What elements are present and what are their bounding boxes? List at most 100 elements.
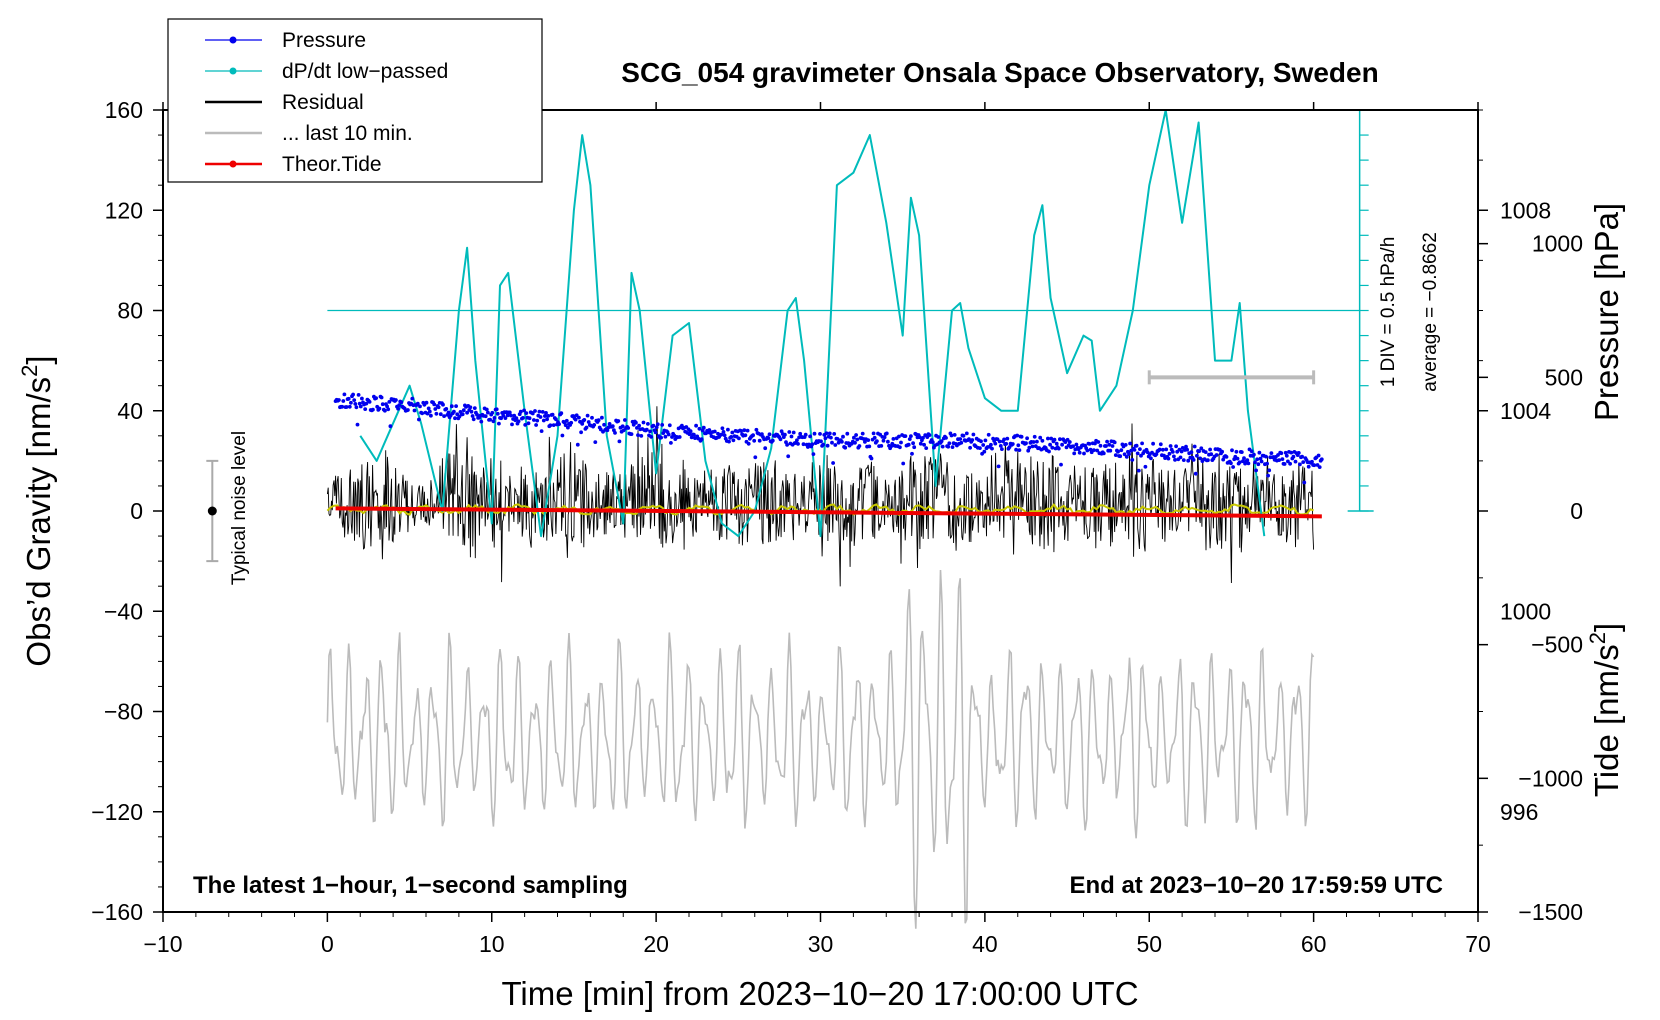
pressure-point — [1269, 451, 1274, 455]
pressure-point — [1025, 436, 1029, 441]
pressure-point — [818, 432, 822, 436]
pressure-point — [903, 434, 908, 438]
pressure-point — [342, 392, 347, 397]
pressure-point — [1168, 444, 1173, 448]
pressure-point — [898, 445, 902, 450]
pressure-point — [516, 419, 521, 424]
pressure-point — [557, 422, 561, 426]
pressure-point — [1181, 458, 1186, 462]
pressure-point — [1015, 433, 1020, 438]
pressure-point — [763, 446, 768, 451]
pressure-point — [940, 444, 945, 449]
pressure-point — [663, 434, 668, 439]
pressure-point — [1289, 450, 1294, 455]
pressure-point — [737, 436, 741, 441]
pressure-point — [620, 424, 625, 429]
pressure-point — [840, 439, 844, 444]
pressure-point — [952, 433, 957, 437]
pressure-point — [922, 442, 926, 447]
pressure-point — [495, 411, 500, 416]
pressure-point — [981, 443, 986, 447]
legend-marker — [229, 160, 237, 168]
y-tick-label: 80 — [117, 298, 143, 324]
pressure-point — [884, 431, 889, 436]
pressure-point — [751, 433, 755, 438]
pressure-point — [1170, 450, 1175, 454]
pressure-point — [1005, 436, 1010, 441]
pressure-point — [514, 416, 519, 421]
pressure-point — [1087, 442, 1092, 446]
pressure-point — [364, 401, 369, 406]
x-tick-label: 10 — [479, 931, 505, 957]
pressure-point — [1017, 448, 1022, 452]
pressure-point — [853, 440, 857, 445]
pressure-point — [1214, 453, 1219, 457]
pressure-point — [1241, 459, 1245, 464]
pressure-point — [590, 415, 594, 420]
pressure-point — [811, 452, 816, 456]
labels-layer: SCG_054 gravimeter Onsala Space Observat… — [17, 57, 1625, 1012]
pressure-point — [697, 426, 702, 431]
pressure-point — [577, 415, 581, 420]
pressure-point — [787, 430, 792, 434]
pressure-point — [1138, 447, 1142, 451]
pressure-point — [530, 411, 535, 416]
pressure-point — [798, 431, 803, 436]
pressure-point — [1237, 460, 1242, 465]
tide-tick-label: −1000 — [1518, 765, 1583, 791]
pressure-point — [906, 442, 911, 447]
pressure-point — [694, 423, 698, 428]
pressure-point — [386, 407, 391, 412]
y-tick-label: 120 — [105, 197, 143, 223]
pressure-point — [1199, 446, 1204, 451]
pressure-point — [596, 418, 601, 423]
pressure-point — [1010, 442, 1015, 446]
pressure-point — [810, 442, 815, 447]
pressure-point — [1118, 454, 1123, 459]
pressure-point — [996, 464, 1001, 469]
pressure-point — [585, 413, 590, 418]
pressure-point — [360, 396, 364, 401]
pressure-point — [1254, 468, 1258, 473]
pressure-point — [388, 424, 393, 429]
y-tick-label: −160 — [91, 899, 143, 925]
pressure-point — [986, 432, 991, 437]
pressure-point — [1306, 464, 1311, 469]
pressure-point — [559, 411, 564, 416]
pressure-point — [399, 400, 404, 405]
pressure-point — [1197, 449, 1201, 454]
pressure-point — [584, 425, 589, 430]
series-theoretical-tide — [335, 506, 1322, 519]
pressure-point — [1280, 457, 1285, 461]
pressure-point — [616, 419, 621, 423]
pressure-point — [721, 430, 726, 434]
pressure-point — [486, 410, 490, 415]
y-tick-label: 0 — [130, 498, 143, 524]
pressure-point — [1032, 434, 1037, 439]
pressure-point — [1242, 456, 1246, 460]
pressure-tick-label: 1000 — [1500, 598, 1551, 624]
pressure-point — [518, 409, 523, 414]
pressure-point — [1258, 456, 1263, 461]
pressure-point — [472, 406, 477, 410]
pressure-point — [1030, 444, 1035, 449]
pressure-point — [551, 423, 556, 427]
pressure-point — [560, 433, 565, 438]
pressure-point — [446, 410, 451, 415]
pressure-point — [997, 439, 1002, 444]
pressure-point — [610, 424, 615, 429]
pressure-point — [1206, 458, 1210, 463]
pressure-point — [1193, 471, 1198, 476]
pressure-point — [1266, 473, 1270, 478]
pressure-point — [687, 432, 692, 437]
pressure-point — [1085, 448, 1090, 453]
pressure-point — [1229, 461, 1233, 466]
pressure-point — [1139, 453, 1143, 458]
pressure-point — [507, 410, 512, 415]
pressure-point — [523, 423, 528, 427]
pressure-point — [1060, 442, 1064, 447]
pressure-point — [1178, 455, 1183, 460]
x-tick-label: 70 — [1465, 931, 1491, 957]
pressure-point — [415, 401, 420, 406]
pressure-point — [1157, 447, 1162, 452]
